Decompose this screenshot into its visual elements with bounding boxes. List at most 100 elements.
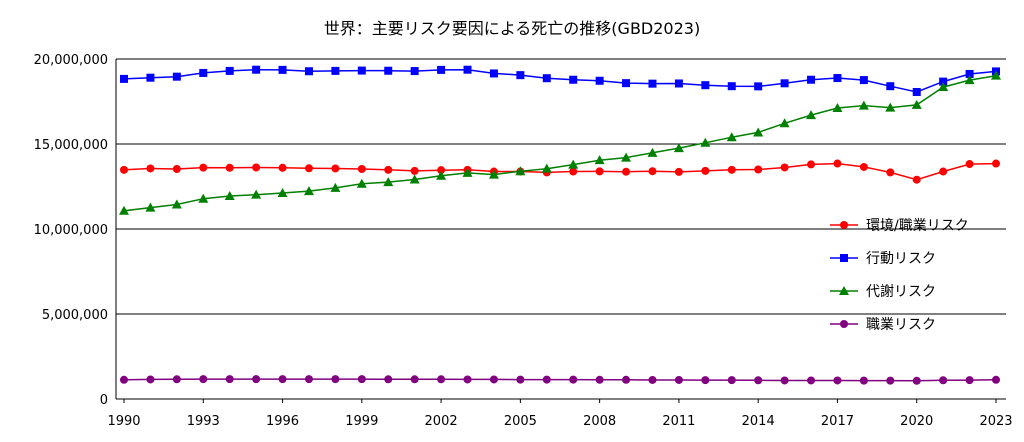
data-point (701, 81, 710, 90)
data-point (594, 155, 605, 165)
data-point (832, 102, 843, 112)
data-point (463, 65, 472, 74)
data-point (754, 82, 763, 91)
data-point (146, 73, 155, 82)
legend-item: 行動リスク (830, 251, 936, 267)
data-point (437, 166, 446, 175)
data-point (807, 376, 816, 385)
data-point (278, 375, 287, 384)
data-point (331, 375, 340, 384)
data-point (992, 375, 1000, 384)
data-point (859, 162, 868, 171)
data-point (992, 159, 1000, 168)
legend-item: 環境/職業リスク (830, 218, 969, 234)
data-point (886, 82, 895, 91)
data-point (648, 375, 657, 384)
data-point (595, 76, 604, 85)
data-point (938, 82, 949, 92)
data-point (462, 167, 473, 177)
data-point (569, 167, 578, 176)
data-point (145, 202, 156, 212)
data-point (542, 375, 551, 384)
data-point (886, 376, 895, 385)
data-point (409, 174, 420, 184)
data-point (754, 165, 763, 174)
data-point (251, 189, 262, 199)
data-point (357, 66, 366, 75)
x-tick-label: 2020 (900, 414, 933, 429)
data-point (595, 167, 604, 176)
data-point (569, 375, 578, 384)
data-point (225, 66, 234, 75)
data-point (859, 76, 868, 85)
series-1 (120, 65, 1000, 96)
series-line (123, 74, 997, 212)
data-point (383, 177, 394, 187)
series-3 (120, 375, 1000, 385)
gridlines (116, 58, 1006, 315)
data-point (410, 375, 419, 384)
data-point (648, 79, 657, 88)
x-tick-label: 2023 (979, 414, 1012, 429)
data-point (911, 99, 922, 109)
data-point (622, 79, 631, 88)
legend-marker (840, 320, 848, 328)
data-point (648, 167, 657, 176)
data-point (569, 75, 578, 84)
axes (115, 59, 1006, 400)
data-point (278, 163, 287, 172)
data-point (357, 164, 366, 173)
data-point (384, 66, 393, 75)
data-point (224, 191, 235, 201)
data-point (622, 167, 631, 176)
y-tick-label: 10,000,000 (34, 223, 108, 238)
legend-label: 環境/職業リスク (866, 218, 969, 234)
y-tick-label: 5,000,000 (42, 308, 108, 323)
data-point (833, 376, 842, 385)
data-point (120, 74, 128, 83)
data-point (357, 375, 366, 384)
data-point (172, 164, 181, 173)
chart-title: 世界：主要リスク要因による死亡の推移(GBD2023) (324, 19, 700, 38)
data-point (991, 70, 1001, 80)
data-point (807, 75, 816, 84)
data-point (727, 165, 736, 174)
data-point (780, 79, 789, 88)
y-tick-label: 0 (100, 393, 108, 408)
data-point (806, 110, 817, 120)
x-tick-label: 1993 (187, 414, 220, 429)
x-tick-label: 2014 (742, 414, 775, 429)
data-point (674, 79, 683, 88)
data-point (939, 376, 948, 385)
data-point (436, 170, 447, 180)
legend-marker (840, 221, 848, 229)
data-point (780, 376, 789, 385)
data-point (754, 376, 763, 385)
series-2 (119, 70, 1001, 215)
data-point (621, 152, 632, 162)
data-point (912, 87, 921, 96)
data-point (727, 376, 736, 385)
data-point (673, 143, 684, 153)
data-point (330, 182, 341, 192)
x-tick-label: 1999 (345, 414, 378, 429)
data-point (595, 375, 604, 384)
data-point (410, 67, 419, 76)
series-0 (120, 159, 1000, 184)
data-point (225, 163, 234, 172)
x-tick-label: 1990 (107, 414, 140, 429)
y-axis-ticks: 0 5,000,000 10,000,000 15,000,000 20,000,000 (34, 53, 108, 408)
data-point (119, 205, 129, 215)
data-point (304, 164, 313, 173)
data-point (807, 160, 816, 169)
data-point (171, 199, 182, 209)
data-point (965, 160, 974, 169)
data-point (437, 65, 446, 74)
legend-item: 職業リスク (830, 317, 936, 333)
data-point (859, 376, 868, 385)
x-tick-label: 2017 (821, 414, 854, 429)
data-point (542, 74, 551, 83)
data-point (701, 376, 710, 385)
data-point (384, 375, 393, 384)
